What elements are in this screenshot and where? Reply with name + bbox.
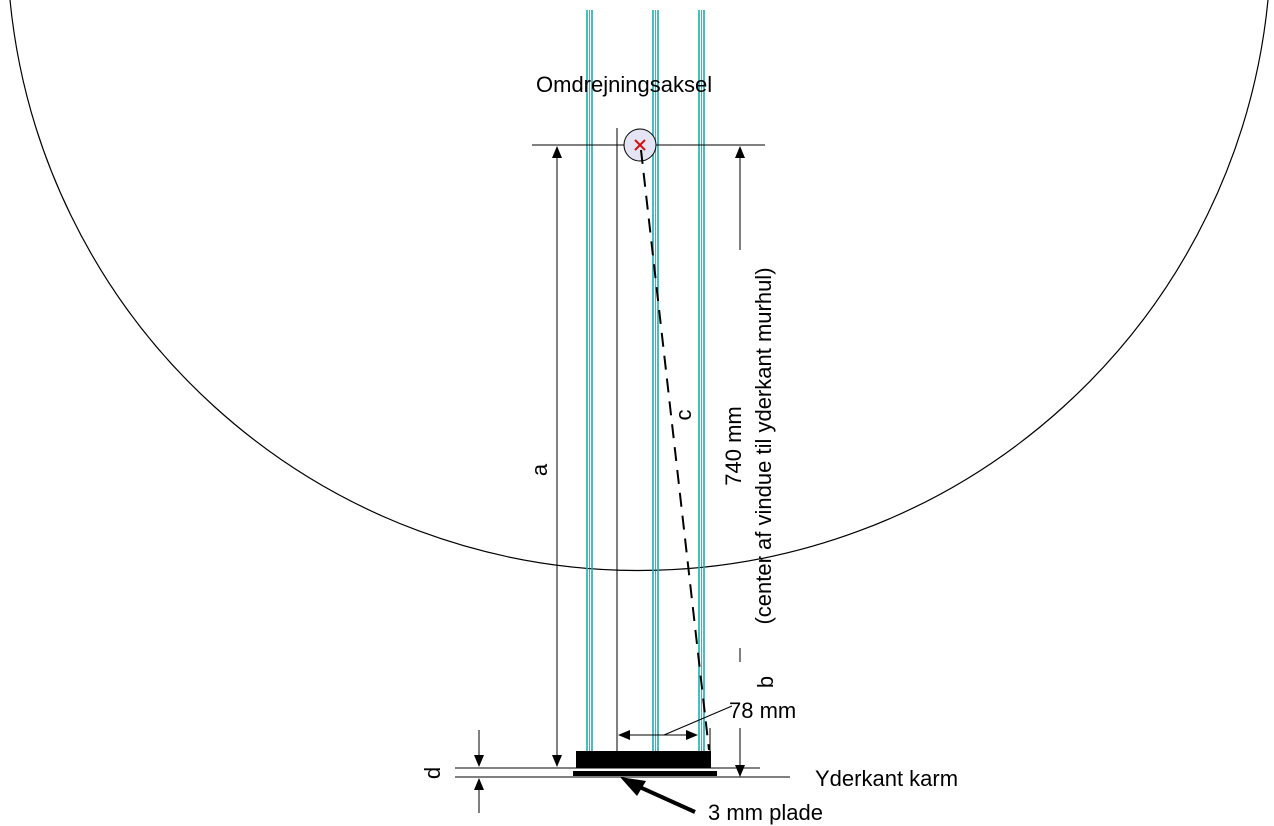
- frame-bar: [576, 751, 711, 768]
- plate-leader-line: [632, 782, 696, 814]
- label-c: c: [671, 410, 696, 421]
- glass-pane-left: [586, 10, 593, 752]
- label-d: d: [420, 767, 445, 779]
- label-78mm: 78 mm: [729, 698, 796, 723]
- dimension-c-line: [640, 149, 710, 751]
- label-outer-frame: Yderkant karm: [815, 766, 958, 791]
- axis-label: Omdrejningsaksel: [536, 72, 712, 97]
- label-b: b: [753, 676, 778, 688]
- plate-leader-arrowhead: [620, 777, 646, 796]
- dimension-78-leader: [663, 705, 733, 736]
- glass-pane-right: [698, 10, 705, 752]
- plate-bar: [573, 771, 717, 776]
- label-plate: 3 mm plade: [708, 800, 823, 825]
- label-a: a: [527, 463, 552, 476]
- label-740mm-note: (center af vindue til yderkant murhul): [751, 267, 776, 624]
- label-740mm: 740 mm: [721, 406, 746, 485]
- pivot-icon: [623, 128, 657, 162]
- glass-pane-middle: [652, 10, 659, 752]
- swing-arc: [9, 0, 1269, 572]
